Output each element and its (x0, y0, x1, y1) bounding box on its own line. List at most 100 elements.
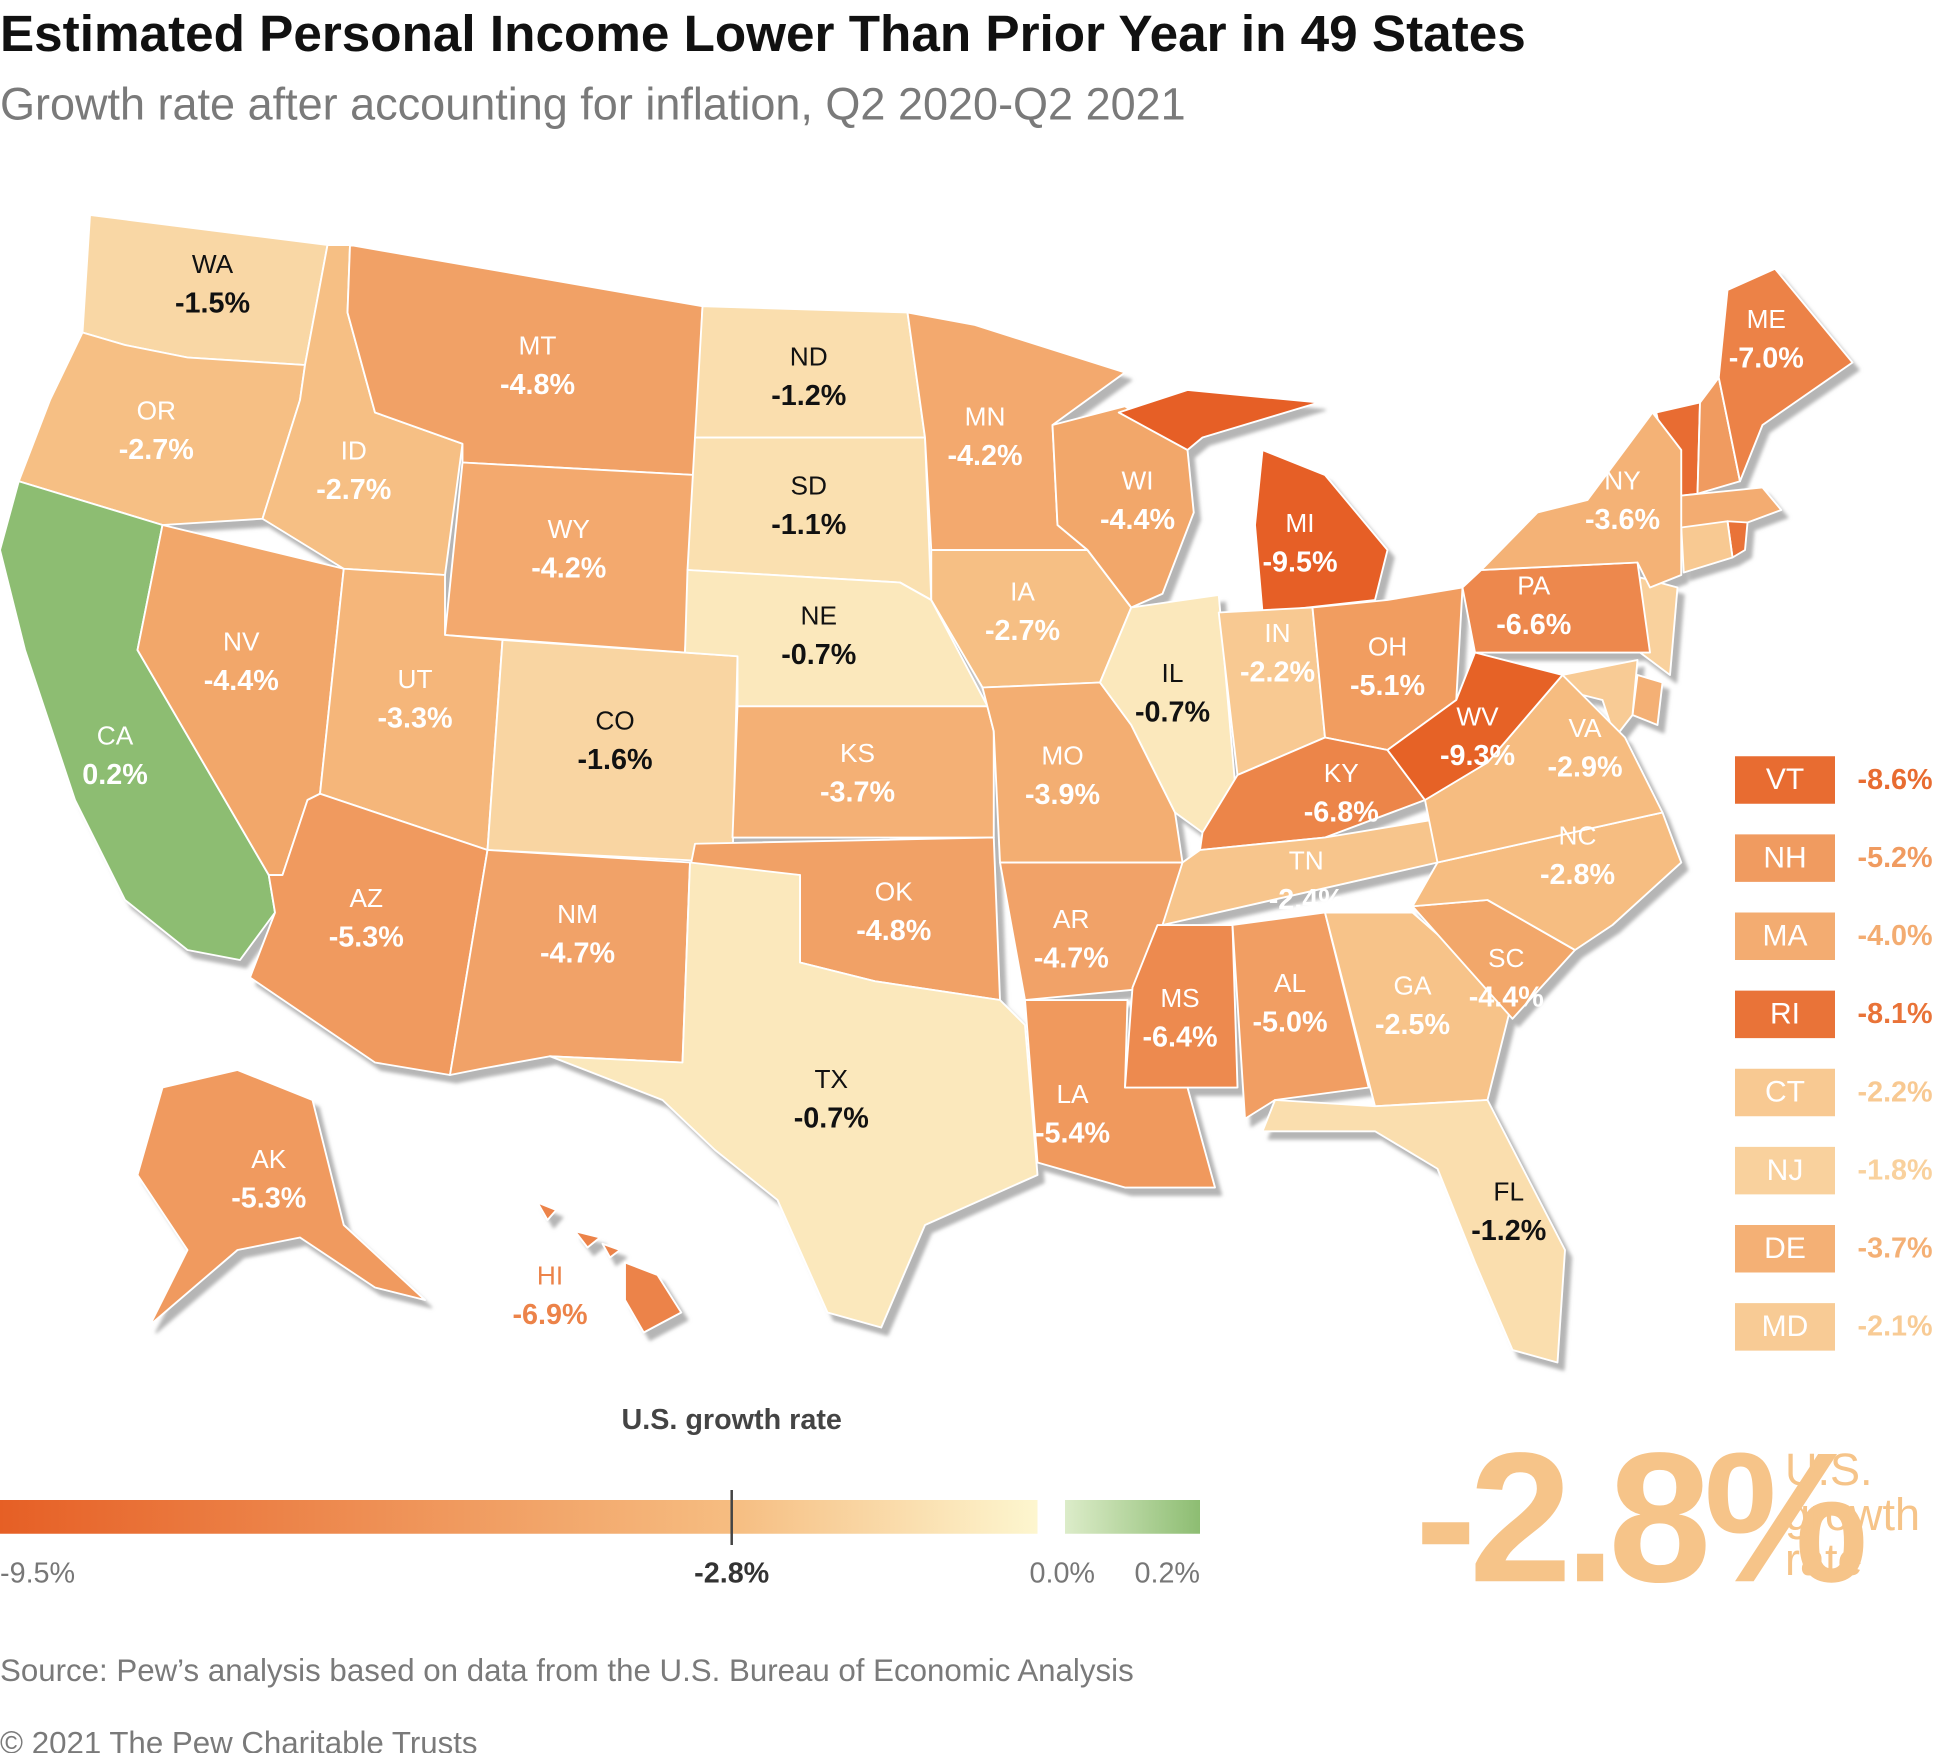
state-value-label: -0.7% (1135, 696, 1210, 728)
state-value-label: 0.2% (82, 759, 148, 791)
colorbar-tick-label: 0.0% (1029, 1558, 1095, 1590)
state-value-label: -4.7% (540, 938, 615, 970)
state-value-label: -7.0% (1729, 343, 1804, 375)
state-abbr: AK (251, 1144, 287, 1174)
state-abbr: NM (557, 899, 598, 929)
state-abbr: OK (875, 877, 913, 907)
callout-abbr: RI (1770, 998, 1800, 1031)
colorbar-positive (1065, 1500, 1200, 1534)
state-shape (1261, 1099, 1566, 1364)
state-abbr: GA (1394, 970, 1432, 1000)
state-abbr: TX (814, 1064, 848, 1094)
state-value-label: -4.7% (1034, 943, 1109, 975)
state-value-label: -2.2% (1240, 656, 1315, 688)
callout-box (1735, 834, 1835, 882)
map-labels: WA -1.5% OR -2.7% CA 0.2% NV -4.4% ID -2.7% MT -4.8… (82, 249, 1804, 1331)
state-value-label: -2.7% (119, 434, 194, 466)
state-abbr: WY (548, 514, 590, 544)
state-abbr: KS (840, 738, 875, 768)
state-value-label: -0.7% (794, 1103, 869, 1135)
state-value-label: -1.1% (771, 509, 846, 541)
state-value-label: -1.6% (577, 744, 652, 776)
state-value-label: -9.5% (1262, 546, 1337, 578)
callout-abbr: NJ (1767, 1154, 1804, 1187)
state-value-label: -4.4% (204, 665, 279, 697)
state-value-label: -4.8% (856, 915, 931, 947)
state-abbr: WV (1456, 702, 1499, 732)
chart-subtitle: Growth rate after accounting for inflati… (0, 78, 1186, 129)
state-abbr: ID (341, 435, 367, 465)
callout-legend: VT -8.6% NH -5.2% MA -4.0% RI -8.1% CT -2.2% NJ -1.… (1735, 756, 1933, 1351)
source-note: Source: Pew’s analysis based on data fro… (0, 1653, 1134, 1688)
state-abbr: NE (801, 600, 837, 630)
state-value-label: -5.0% (1252, 1006, 1327, 1038)
state-shape (536, 1201, 683, 1334)
state-shape (1680, 520, 1734, 574)
colorbar: -9.5% -2.8% 0.0% 0.2% U.S. growth rate (0, 1402, 1200, 1590)
state-shape (1231, 911, 1370, 1120)
state-abbr: LA (1056, 1079, 1089, 1109)
state-value-label: -4.8% (500, 369, 575, 401)
callout-abbr: VT (1766, 763, 1804, 796)
colorbar-tick-label: -2.8% (694, 1558, 769, 1590)
callout-box (1735, 1225, 1835, 1273)
state-value-label: -3.3% (377, 703, 452, 735)
state-shape (136, 1069, 426, 1326)
state-abbr: IN (1264, 618, 1290, 648)
state-value-label: -5.3% (231, 1183, 306, 1215)
state-abbr: MS (1160, 983, 1199, 1013)
state-shape (1024, 999, 1216, 1189)
colorbar-tick-label: -9.5% (0, 1558, 75, 1590)
state-shape (1117, 389, 1389, 614)
state-abbr: HI (537, 1260, 563, 1290)
colorbar-tick-label: 0.2% (1134, 1558, 1200, 1590)
callout-value-label: -3.7% (1858, 1233, 1933, 1265)
state-value-label: -6.9% (512, 1299, 587, 1331)
state-shape (694, 305, 926, 439)
state-shape (1461, 561, 1651, 654)
us-rate-marker-label: U.S. growth rate (621, 1402, 842, 1436)
copyright: © 2021 The Pew Charitable Trusts (0, 1725, 478, 1753)
state-abbr: AR (1053, 904, 1089, 934)
state-abbr: PA (1517, 570, 1551, 600)
colorbar-negative (0, 1500, 1038, 1534)
state-value-label: -6.4% (1142, 1021, 1217, 1053)
us-rate-marker-label-box: U.S. growth rate (621, 1402, 842, 1436)
us-rate-big-label: U.S. growth rate (1785, 1447, 1921, 1585)
state-value-label: -1.5% (175, 288, 250, 320)
callout-value-label: -2.2% (1858, 1076, 1933, 1108)
us-rate-big-label-box: U.S. growth rate (1785, 1447, 1921, 1585)
state-value-label: -4.4% (1100, 504, 1175, 536)
state-abbr: ME (1747, 304, 1786, 334)
state-abbr: VA (1568, 713, 1602, 743)
callout-value-label: -1.8% (1858, 1154, 1933, 1186)
state-value-label: -5.4% (1035, 1118, 1110, 1150)
state-value-label: -1.2% (1471, 1215, 1546, 1247)
state-abbr: OR (137, 395, 176, 425)
state-abbr: SC (1488, 943, 1524, 973)
state-abbr: OH (1368, 632, 1407, 662)
state-abbr: ND (790, 342, 828, 372)
callout-abbr: CT (1765, 1076, 1805, 1109)
state-value-label: -2.7% (316, 474, 391, 506)
state-value-label: -4.2% (531, 553, 606, 585)
callout-box (1735, 1068, 1835, 1117)
state-abbr: TN (1289, 845, 1324, 875)
state-value-label: -9.3% (1440, 740, 1515, 772)
callout-value-label: -4.0% (1858, 920, 1933, 952)
state-abbr: CO (595, 705, 634, 735)
state-abbr: CA (97, 720, 134, 750)
state-abbr: MI (1285, 508, 1314, 538)
state-shape (731, 705, 995, 839)
state-abbr: NY (1604, 465, 1640, 495)
state-value-label: -1.2% (771, 380, 846, 412)
state-value-label: -2.5% (1375, 1009, 1450, 1041)
state-abbr: NV (223, 627, 260, 657)
callout-box (1735, 1303, 1835, 1351)
callout-value-label: -8.1% (1858, 998, 1933, 1030)
state-value-label: -3.9% (1025, 779, 1100, 811)
state-shape (1386, 651, 1564, 801)
us-rate-big-value: -2.8% (1415, 1415, 1864, 1621)
state-abbr: IA (1010, 577, 1035, 607)
